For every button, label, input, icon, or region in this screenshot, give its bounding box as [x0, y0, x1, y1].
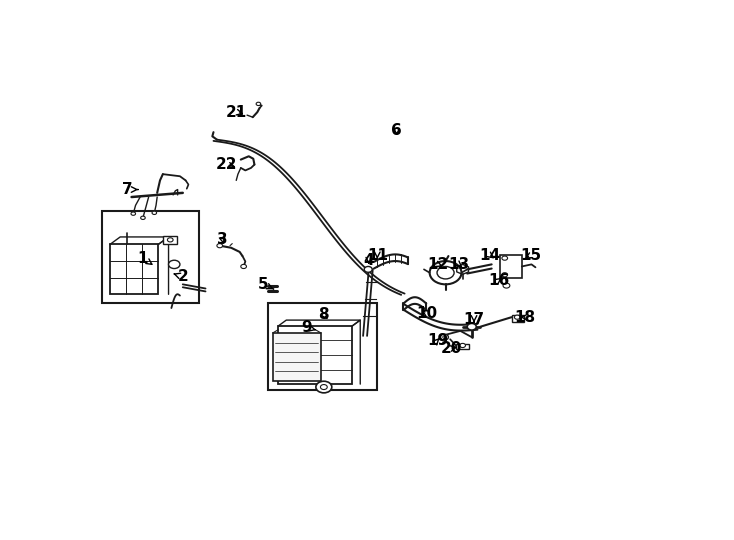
- Text: 7: 7: [122, 182, 138, 197]
- Text: 22: 22: [216, 157, 237, 172]
- Circle shape: [256, 102, 261, 105]
- Text: 11: 11: [367, 248, 388, 263]
- Circle shape: [364, 266, 372, 272]
- Circle shape: [141, 216, 145, 219]
- Circle shape: [152, 211, 156, 214]
- Text: 6: 6: [391, 123, 402, 138]
- Circle shape: [321, 384, 327, 389]
- Text: 16: 16: [488, 273, 509, 288]
- Text: 9: 9: [302, 320, 316, 335]
- Circle shape: [131, 212, 136, 215]
- Circle shape: [167, 238, 173, 242]
- Circle shape: [443, 336, 446, 339]
- Text: 12: 12: [427, 257, 448, 272]
- Circle shape: [502, 256, 508, 260]
- Text: 17: 17: [463, 312, 484, 327]
- Circle shape: [241, 265, 247, 268]
- Circle shape: [515, 315, 520, 319]
- Text: 4: 4: [363, 253, 374, 268]
- Text: 8: 8: [319, 307, 329, 322]
- Text: 19: 19: [427, 333, 448, 348]
- Circle shape: [503, 283, 510, 288]
- Bar: [268, 302, 377, 390]
- Text: 5: 5: [258, 277, 272, 292]
- Bar: [278, 326, 352, 384]
- Circle shape: [169, 260, 180, 268]
- Bar: [110, 245, 159, 294]
- Text: 3: 3: [217, 232, 228, 247]
- Text: 14: 14: [479, 248, 501, 263]
- Bar: [456, 344, 470, 349]
- Bar: [164, 236, 177, 244]
- Circle shape: [429, 261, 462, 285]
- Text: 18: 18: [515, 310, 536, 325]
- Bar: [500, 255, 522, 278]
- Text: 13: 13: [448, 257, 469, 272]
- Circle shape: [316, 381, 332, 393]
- Circle shape: [437, 266, 454, 279]
- Text: 15: 15: [520, 248, 542, 263]
- Text: 20: 20: [440, 341, 462, 356]
- Circle shape: [217, 244, 222, 248]
- Text: 2: 2: [174, 269, 188, 285]
- Bar: [102, 211, 199, 302]
- Bar: [272, 333, 321, 381]
- Circle shape: [440, 334, 448, 340]
- Circle shape: [468, 323, 476, 330]
- Bar: [512, 315, 524, 322]
- Text: 21: 21: [226, 105, 247, 120]
- Circle shape: [502, 273, 508, 277]
- Text: 1: 1: [138, 251, 152, 266]
- Text: 10: 10: [417, 306, 438, 321]
- Circle shape: [459, 343, 465, 348]
